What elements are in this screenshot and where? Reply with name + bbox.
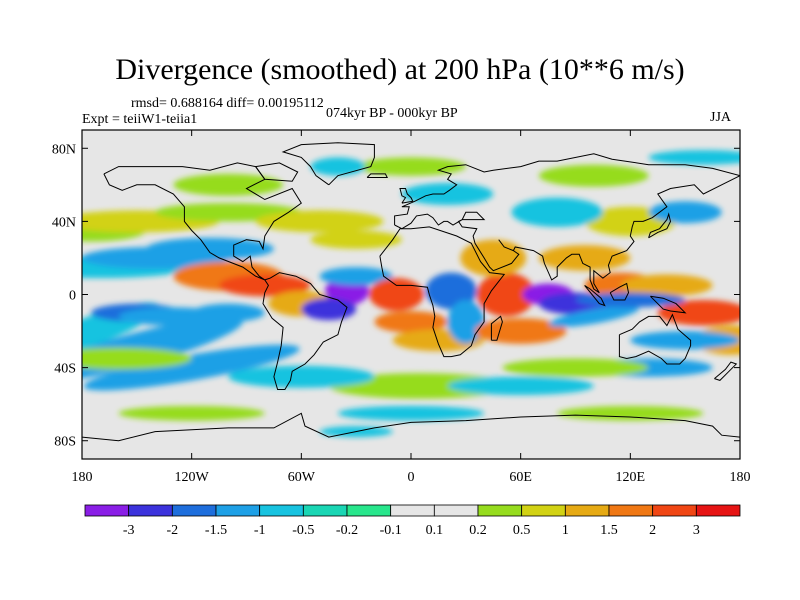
coastline-antarctica	[82, 412, 740, 442]
y-axis: 80N 40N 0 40S 80S	[52, 142, 740, 450]
colorbar-label: -0.2	[336, 523, 358, 538]
x-tick-label: 0	[408, 470, 415, 485]
season-label: JJA	[710, 110, 732, 125]
coastline-arabia-gulf	[498, 239, 514, 252]
colorbar-label: -3	[123, 523, 135, 538]
colorbar-box	[346, 504, 392, 517]
coastlines	[82, 142, 740, 442]
coastline-iceland	[366, 173, 389, 178]
diff-label: diff=	[226, 96, 255, 111]
x-axis: 180 120W 60W 0 60E 120E 180	[72, 130, 751, 485]
x-tick-label: 180	[730, 470, 751, 485]
coastline-greenland	[281, 142, 375, 186]
colorbar-box	[433, 504, 479, 517]
diff-value: 0.00195112	[257, 96, 324, 111]
rmsd-value: 0.688164	[170, 96, 223, 111]
x-tick-label: 60W	[288, 470, 316, 485]
colorbar-labels: -3 -2 -1.5 -1 -0.5 -0.2 -0.1 0.1 0.2 0.5 1 1.5 2 3	[123, 523, 700, 538]
colorbar-box	[564, 504, 610, 517]
colorbar-box	[390, 504, 435, 517]
y-tick-label: 80N	[52, 142, 76, 157]
colorbar-box	[259, 504, 304, 517]
colorbar-label: -2	[166, 523, 178, 538]
colorbar-box	[84, 504, 130, 517]
x-tick-label: 60E	[509, 470, 532, 485]
y-tick-label: 0	[69, 289, 76, 304]
coastline-australia	[618, 313, 692, 365]
coastline-baffin	[254, 162, 299, 182]
colorbar-label: 2	[649, 523, 656, 538]
colorbar-box	[652, 504, 697, 517]
stats-line: rmsd= 0.688164 diff= 0.00195112	[131, 96, 324, 112]
coastline-uk	[399, 188, 414, 204]
coastline-new-guinea	[650, 295, 687, 314]
colorbar-box	[608, 504, 654, 517]
colorbar-label: -1	[254, 523, 266, 538]
colorbar-label: 0.5	[513, 523, 531, 538]
colorbar-label: -0.1	[380, 523, 402, 538]
coastline-eurasia	[394, 153, 740, 294]
coastline-borneo	[609, 282, 630, 301]
colorbar-label: 0.2	[469, 523, 487, 538]
colorbar-label: 1	[562, 523, 569, 538]
coastline-madagascar	[490, 315, 503, 341]
divergence-field	[82, 150, 740, 438]
colorbar-box	[128, 504, 173, 517]
coastline-africa	[379, 226, 506, 358]
colorbar-label: 0.1	[426, 523, 444, 538]
x-tick-label: 120W	[175, 470, 210, 485]
x-tick-label: 180	[72, 470, 93, 485]
y-tick-label: 40S	[54, 362, 76, 377]
colorbar-label: -0.5	[292, 523, 314, 538]
colorbar-label: -1.5	[205, 523, 227, 538]
plot-title: Divergence (smoothed) at 200 hPa (10**6 …	[115, 53, 685, 86]
colorbar-box	[521, 504, 566, 517]
colorbar-box	[215, 504, 261, 517]
colorbar-label: 1.5	[600, 523, 618, 538]
colorbar-box	[477, 504, 523, 517]
coastline-sumatra	[584, 284, 606, 307]
x-tick-label: 120E	[616, 470, 646, 485]
period-label: 074kyr BP - 000kyr BP	[326, 106, 458, 121]
rmsd-label: rmsd=	[131, 96, 167, 111]
coastline-new-zealand	[714, 361, 738, 381]
colorbar-box	[695, 504, 741, 517]
colorbar-box	[302, 504, 348, 517]
colorbar-box	[171, 504, 217, 517]
colorbar-boxes	[84, 504, 741, 517]
experiment-label: Expt = teiiW1-teiia1	[82, 112, 198, 127]
y-tick-label: 40N	[52, 215, 76, 230]
colorbar-label: 3	[693, 523, 700, 538]
coastline-south-america	[262, 272, 348, 390]
y-tick-label: 80S	[54, 435, 76, 450]
coastline-japan	[648, 212, 672, 239]
